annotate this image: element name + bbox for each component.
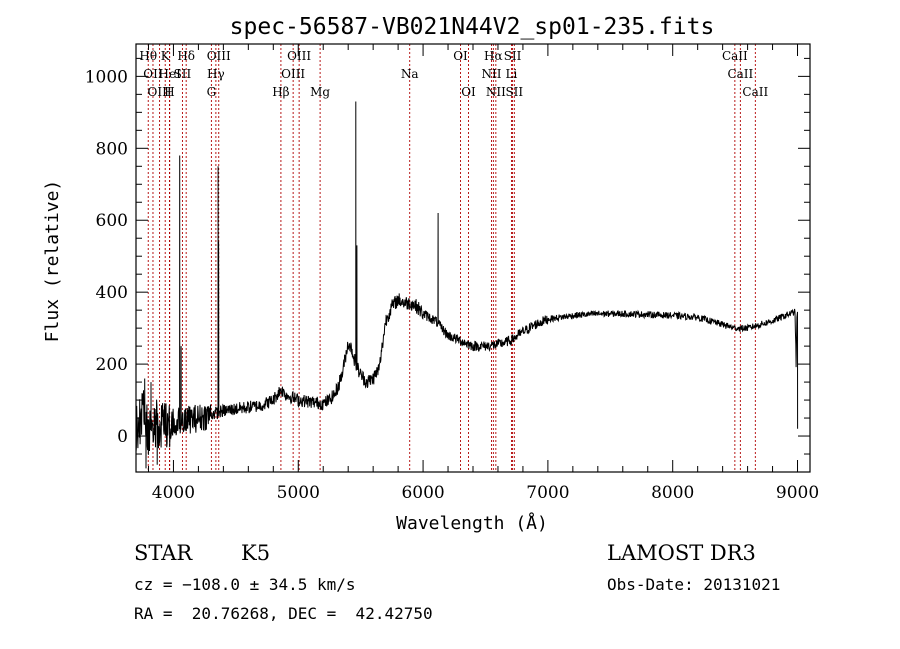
y-axis-label: Flux (relative) xyxy=(42,180,63,343)
x-tick-label: 7000 xyxy=(526,483,569,503)
line-marker-label: SII xyxy=(505,85,523,99)
line-marker-label: OIII xyxy=(207,49,231,63)
line-marker-label: G xyxy=(207,85,217,99)
redshift-info: cz = −108.0 ± 34.5 km/s xyxy=(134,575,356,594)
x-tick-label: 4000 xyxy=(152,483,195,503)
line-marker-label: Hγ xyxy=(207,67,225,81)
line-marker-label: NII xyxy=(486,85,506,99)
spectral-subclass: K5 xyxy=(241,541,270,565)
line-marker-label: NII xyxy=(481,67,501,81)
line-marker-label: OII xyxy=(143,67,163,81)
y-tick-label: 600 xyxy=(96,211,128,231)
line-marker-label: Na xyxy=(401,67,419,81)
axis-ticks xyxy=(136,44,810,472)
y-tick-label: 0 xyxy=(117,427,128,447)
line-marker-label: CaII xyxy=(722,49,748,63)
y-tick-label: 400 xyxy=(96,283,128,303)
spectral-line-labels: HθOIIOIIIKHHeISIIHδGHγOIIIHβOIIIOIIIMgNa… xyxy=(139,49,768,99)
y-tick-label: 200 xyxy=(96,355,128,375)
x-tick-label: 5000 xyxy=(277,483,320,503)
y-tick-label: 800 xyxy=(96,139,128,159)
line-marker-label: Hθ xyxy=(139,49,157,63)
observation-date: Obs-Date: 20131021 xyxy=(607,575,780,594)
line-marker-label: Hα xyxy=(484,49,503,63)
line-marker-label: Hδ xyxy=(177,49,195,63)
survey-name: LAMOST DR3 xyxy=(607,541,756,565)
line-marker-label: SII xyxy=(174,67,192,81)
axis-tick-labels: 4000 5000 6000 7000 8000 9000 0 200 400 600 800 100… xyxy=(85,67,819,503)
x-tick-label: 6000 xyxy=(401,483,444,503)
spectrum-line xyxy=(135,101,799,469)
spectral-line-markers xyxy=(147,44,756,472)
line-marker-label: Li xyxy=(506,67,518,81)
x-tick-label: 8000 xyxy=(651,483,694,503)
line-marker-label: OIII xyxy=(281,67,305,81)
chart-title: spec-56587-VB021N44V2_sp01-235.fits xyxy=(230,14,715,40)
line-marker-label: OIII xyxy=(148,85,172,99)
y-tick-label: 1000 xyxy=(85,67,128,87)
line-marker-label: OI xyxy=(453,49,468,63)
x-axis-label: Wavelength (Å) xyxy=(396,512,548,534)
line-marker-label: Mg xyxy=(310,85,330,99)
line-marker-label: K xyxy=(161,49,171,63)
coordinates: RA = 20.76268, DEC = 42.42750 xyxy=(134,604,433,623)
line-marker-label: Hβ xyxy=(272,85,289,99)
line-marker-label: SII xyxy=(504,49,522,63)
line-marker-label: HeI xyxy=(159,67,182,81)
line-marker-label: CaII xyxy=(742,85,768,99)
line-marker-label: CaII xyxy=(727,67,753,81)
object-class: STAR xyxy=(134,541,193,565)
line-marker-label: H xyxy=(164,85,174,99)
line-marker-label: OI xyxy=(461,85,476,99)
line-marker-label: OIII xyxy=(287,49,311,63)
x-tick-label: 9000 xyxy=(776,483,819,503)
